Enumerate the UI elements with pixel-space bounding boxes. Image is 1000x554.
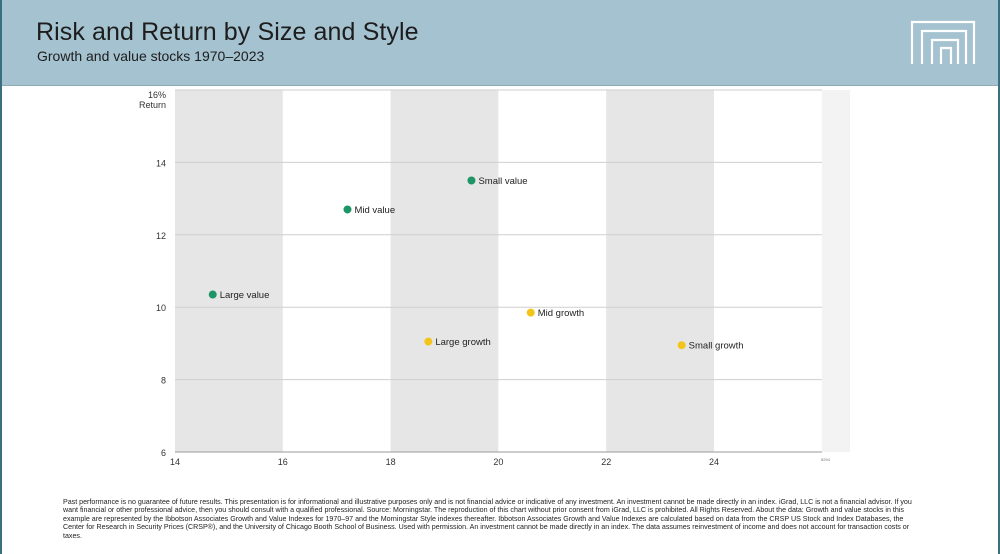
- frame-left-border: [0, 0, 2, 554]
- data-point: [343, 205, 352, 214]
- data-point: [208, 290, 217, 299]
- plot-band: [822, 90, 850, 452]
- x-tick-label: 24: [709, 457, 719, 467]
- point-label: Large growth: [435, 337, 490, 348]
- point-label: Mid value: [354, 205, 395, 216]
- page-subtitle: Growth and value stocks 1970–2023: [37, 48, 265, 64]
- x-tick-label: 18: [386, 457, 396, 467]
- x-tick-label: 14: [170, 457, 180, 467]
- point-label: Mid growth: [538, 308, 584, 319]
- y-tick-label: 10: [156, 303, 166, 313]
- plot-band: [175, 90, 283, 452]
- header-divider: [0, 85, 1000, 86]
- x-tick-label: 20: [493, 457, 503, 467]
- plot-band: [498, 90, 607, 452]
- x-tick-label: 16: [278, 457, 288, 467]
- point-label: Large value: [220, 290, 270, 301]
- y-tick-label: 8: [161, 376, 166, 386]
- frame-right-border: [998, 0, 1000, 554]
- chart-code-label: 8294: [821, 457, 831, 462]
- scatter-chart: 6 8 10 12 14 16%Return 14 16 18 20 22 24 8294 Large v…: [139, 89, 850, 467]
- y-tick-label: 6: [161, 448, 166, 458]
- y-axis-label: Return: [139, 100, 166, 110]
- page-title: Risk and Return by Size and Style: [36, 18, 419, 46]
- x-tick-label: 22: [601, 457, 611, 467]
- plot-band: [714, 90, 822, 452]
- data-point: [526, 308, 535, 317]
- plot-band: [606, 90, 714, 452]
- plot-band: [282, 90, 391, 452]
- point-label: Small growth: [689, 341, 744, 352]
- y-tick-label: 14: [156, 158, 166, 168]
- y-tick-label: 12: [156, 231, 166, 241]
- disclaimer-text: Past performance is no guarantee of futu…: [63, 498, 912, 540]
- data-point: [677, 341, 686, 350]
- data-point: [467, 176, 476, 185]
- header-bar: Risk and Return by Size and Style Growth…: [0, 0, 1000, 85]
- point-label: Small value: [478, 176, 527, 187]
- y-top-tick-label: 16%: [148, 90, 166, 100]
- brand-logo-icon: [910, 20, 976, 64]
- plot-band: [390, 90, 499, 452]
- data-point: [424, 337, 433, 346]
